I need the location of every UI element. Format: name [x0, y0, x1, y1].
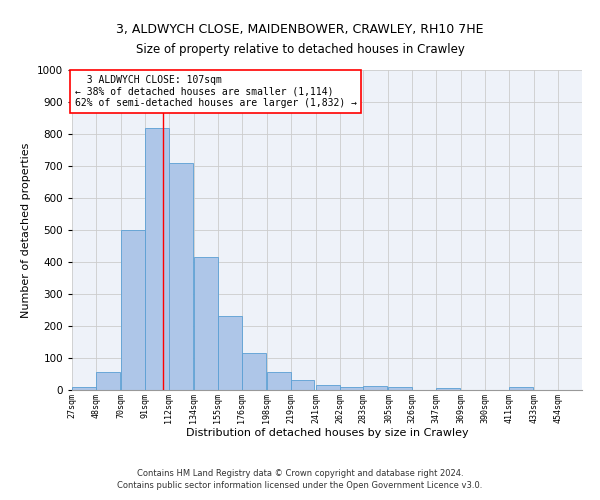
Text: 3, ALDWYCH CLOSE, MAIDENBOWER, CRAWLEY, RH10 7HE: 3, ALDWYCH CLOSE, MAIDENBOWER, CRAWLEY, … [116, 22, 484, 36]
Bar [436, 388, 460, 390]
Bar [218, 316, 242, 390]
Text: Size of property relative to detached houses in Crawley: Size of property relative to detached ho… [136, 42, 464, 56]
Text: 3 ALDWYCH CLOSE: 107sqm
← 38% of detached houses are smaller (1,114)
62% of semi: 3 ALDWYCH CLOSE: 107sqm ← 38% of detache… [74, 75, 356, 108]
Bar [364, 386, 388, 390]
Bar [509, 388, 533, 390]
Bar [242, 353, 266, 390]
Y-axis label: Number of detached properties: Number of detached properties [21, 142, 31, 318]
Bar [194, 257, 218, 390]
X-axis label: Distribution of detached houses by size in Crawley: Distribution of detached houses by size … [185, 428, 469, 438]
Bar [340, 387, 364, 390]
Bar [169, 163, 193, 390]
Bar [121, 230, 145, 390]
Bar [316, 385, 340, 390]
Text: Contains public sector information licensed under the Open Government Licence v3: Contains public sector information licen… [118, 481, 482, 490]
Bar [290, 380, 314, 390]
Bar [96, 372, 120, 390]
Text: Contains HM Land Registry data © Crown copyright and database right 2024.: Contains HM Land Registry data © Crown c… [137, 468, 463, 477]
Bar [72, 388, 96, 390]
Bar [266, 372, 290, 390]
Bar [145, 128, 169, 390]
Bar [388, 388, 412, 390]
